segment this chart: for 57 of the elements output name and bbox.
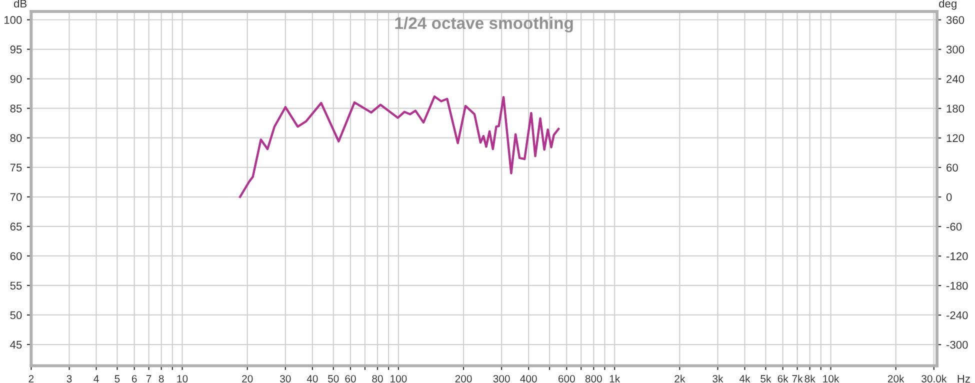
- x-tick-label: 5k: [760, 374, 772, 382]
- x-tick-label: 5: [114, 375, 120, 382]
- x-tick-label: 20k: [888, 374, 904, 382]
- y-tick-label: 55: [10, 282, 22, 290]
- x-tick-label: 100: [390, 375, 407, 382]
- y-tick-label: 50: [10, 311, 22, 320]
- x-tick-label: 1k: [610, 374, 620, 382]
- y2-tick-label: 360: [946, 16, 964, 24]
- x-tick-label: 8: [158, 375, 164, 382]
- x-tick-label: 300: [493, 375, 510, 382]
- x-tick-label: 30.0k: [922, 374, 947, 382]
- x-tick-label: 30: [280, 375, 291, 382]
- x-tick-label: 80: [372, 375, 383, 382]
- x-tick-label: 40: [306, 375, 318, 382]
- x-tick-label: 400: [520, 375, 537, 382]
- y2-tick-label: 0: [946, 193, 952, 202]
- y-tick-label: 85: [10, 104, 22, 112]
- x-tick-label: 20: [242, 375, 253, 382]
- y2-tick-label: -240: [946, 311, 968, 320]
- x-tick-label: 10k: [823, 374, 840, 382]
- y-tick-label: 90: [10, 75, 22, 83]
- x-tick-label: 50: [328, 375, 339, 382]
- y2-tick-label: 120: [946, 134, 964, 142]
- x-tick-label: 7k: [792, 374, 803, 382]
- y-tick-label: 100: [4, 16, 22, 24]
- x-tick-label: 4k: [739, 374, 750, 382]
- x-tick-label: 2: [28, 375, 34, 382]
- y2-tick-label: 180: [946, 104, 964, 113]
- y-tick-label: 95: [10, 46, 22, 54]
- y2-tick-label: 300: [946, 46, 964, 54]
- y-tick-label: 45: [10, 340, 22, 349]
- y2-tick-label: -120: [946, 252, 968, 260]
- x-tick-label: 3k: [712, 374, 724, 382]
- x-tick-label: 10: [177, 375, 188, 382]
- x-tick-label: 800: [585, 375, 602, 382]
- x-tick-label: 8k: [804, 374, 816, 382]
- x-tick-label: 600: [558, 375, 575, 382]
- y2-tick-label: -300: [946, 340, 968, 349]
- x-tick-label: 200: [455, 375, 472, 382]
- y-tick-label: 60: [10, 252, 22, 260]
- x-axis-title: Hz: [958, 375, 970, 383]
- y-tick-label: 65: [10, 222, 22, 231]
- y2-tick-label: 60: [946, 164, 958, 172]
- y2-tick-label: -60: [946, 222, 962, 231]
- x-tick-label: 3: [66, 375, 72, 382]
- x-tick-label: 6: [132, 375, 137, 382]
- chart-title: 1/24 octave smoothing: [395, 16, 573, 32]
- y-tick-label: 70: [10, 193, 22, 202]
- x-tick-label: 7: [146, 375, 152, 382]
- y2-tick-label: 240: [946, 75, 964, 84]
- x-tick-label: 4: [94, 375, 99, 382]
- y2-tick-label: -180: [946, 282, 968, 290]
- x-tick-label: 60: [345, 375, 356, 382]
- x-tick-label: 2k: [674, 374, 686, 382]
- y-tick-label: 75: [10, 164, 22, 172]
- y-tick-label: 80: [10, 134, 22, 142]
- x-tick-label: 6k: [778, 374, 788, 382]
